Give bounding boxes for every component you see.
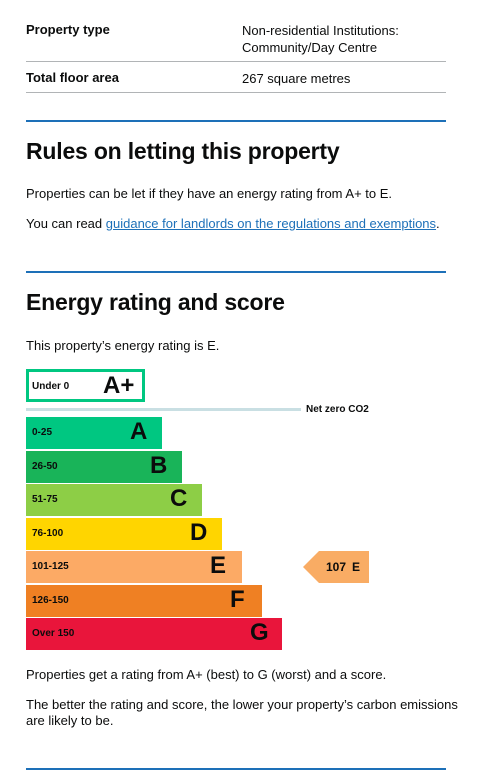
rating-footnote: Properties get a rating from A+ (best) t… — [26, 667, 387, 682]
property-type-value-line1: Non-residential Institutions: — [242, 23, 399, 38]
section-divider — [26, 768, 446, 770]
section-divider — [26, 271, 446, 273]
property-type-value-line2: Community/Day Centre — [242, 40, 378, 55]
band-range-label: 101-125 — [32, 561, 69, 572]
guidance-suffix: . — [436, 216, 440, 231]
guidance-paragraph: You can read guidance for landlords on t… — [26, 215, 440, 232]
net-zero-label: Net zero CO2 — [306, 404, 369, 415]
band-range-label: 51-75 — [32, 494, 58, 505]
band-f: 126-150 F — [26, 584, 262, 617]
band-letter: B — [150, 451, 168, 479]
band-range-label: 26-50 — [32, 460, 58, 472]
indicator-arrow-shape — [303, 551, 369, 583]
band-letter: E — [210, 552, 227, 579]
band-letter: A — [130, 418, 148, 445]
band-letter: C — [170, 485, 188, 512]
band-range-label: 76-100 — [32, 527, 64, 539]
band-letter: F — [230, 585, 245, 613]
guidance-link[interactable]: guidance for landlords on the regulation… — [105, 216, 437, 231]
band-letter: G — [250, 619, 269, 646]
band-range-label: Under 0 — [32, 381, 70, 392]
band-range-label: 126-150 — [32, 594, 69, 606]
floor-area-value: 267 square metres — [242, 71, 351, 86]
floor-area-label: Total floor area — [26, 70, 119, 85]
letting-paragraph: Properties can be let if they have an en… — [26, 186, 393, 201]
energy-rating-heading: Energy rating and score — [26, 289, 285, 315]
indicator-score: 107 — [326, 560, 346, 574]
table-divider — [26, 61, 446, 62]
band-a: 0-25 A — [26, 417, 162, 449]
net-zero-line — [26, 408, 301, 411]
table-divider — [26, 92, 446, 93]
band-range-label: 0-25 — [32, 427, 53, 438]
section-divider — [26, 120, 446, 122]
property-type-label: Property type — [26, 22, 110, 37]
guidance-prefix: You can read — [26, 216, 106, 231]
band-letter: A+ — [103, 372, 135, 399]
letting-heading: Rules on letting this property — [26, 138, 340, 164]
band-letter: D — [190, 518, 208, 546]
carbon-footnote-line1: The better the rating and score, the low… — [26, 697, 458, 712]
indicator-letter: E — [352, 560, 360, 574]
band-aplus: Under 0 A+ — [26, 369, 145, 402]
energy-rating-intro: This property’s energy rating is E. — [26, 338, 220, 353]
band-e: 101-125 E — [26, 551, 242, 583]
band-c: 51-75 C — [26, 484, 202, 516]
band-b: 26-50 B — [26, 450, 182, 483]
carbon-footnote-line2: are likely to be. — [26, 713, 114, 728]
band-d: 76-100 D — [26, 517, 222, 550]
band-g: Over 150 G — [26, 618, 282, 650]
current-rating-indicator: 107 E — [303, 551, 369, 583]
band-range-label: Over 150 — [32, 628, 75, 639]
